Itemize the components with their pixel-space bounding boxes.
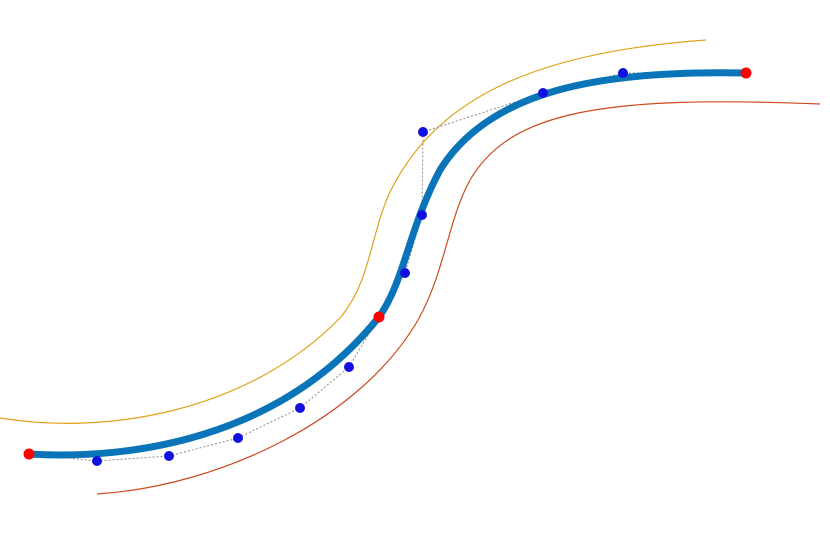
control-point[interactable] — [417, 210, 427, 220]
anchor-points-group — [23, 67, 752, 460]
control-point[interactable] — [618, 68, 628, 78]
control-point[interactable] — [538, 88, 548, 98]
anchor-point-end[interactable] — [740, 67, 752, 79]
offset-curve-outer — [0, 39, 707, 424]
control-point[interactable] — [164, 451, 174, 461]
control-point[interactable] — [418, 127, 428, 137]
offset-curve-inner — [96, 101, 821, 495]
control-point[interactable] — [295, 403, 305, 413]
control-point[interactable] — [233, 433, 243, 443]
control-point[interactable] — [92, 456, 102, 466]
control-points-group — [92, 68, 628, 466]
control-point[interactable] — [400, 268, 410, 278]
control-point[interactable] — [344, 362, 354, 372]
anchor-point-mid[interactable] — [373, 311, 385, 323]
anchor-point-start[interactable] — [23, 448, 35, 460]
main-bezier-curve — [25, 69, 750, 459]
control-polygon — [28, 72, 746, 462]
